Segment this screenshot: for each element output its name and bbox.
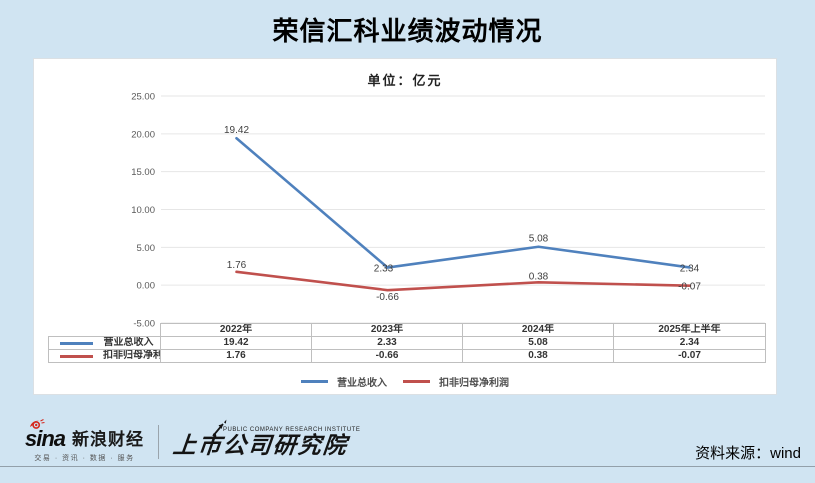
table-value-cell: -0.66 (311, 349, 463, 363)
table-value-cell: 2.34 (613, 336, 766, 350)
data-label: 2.33 (374, 264, 394, 275)
line-chart: 25.0020.0015.0010.005.000.00-5.0019.422.… (131, 92, 765, 329)
legend-label: 营业总收入 (337, 377, 387, 389)
legend-item: 扣非归母净利润 (403, 374, 509, 389)
table-header-cell: 2024年 (462, 323, 614, 337)
chart-data-table: 2022年 2023年 2024年 2025年上半年营业总收入 19.42 2.33 5.0… (48, 323, 766, 363)
y-axis-tick-label: 15.00 (131, 167, 155, 178)
legend-key-swatch (60, 341, 93, 345)
legend-key-label: 营业总收入 (103, 337, 154, 349)
page-title: 荣信汇科业绩波动情况 (272, 16, 543, 46)
table-value-cell: 0.38 (462, 349, 614, 363)
legend-item: 营业总收入 (301, 374, 387, 389)
chart-legend: 营业总收入 扣非归母净利润 (34, 374, 776, 389)
sina-logo: sina 新浪财经 交易 · 资讯 · 数据 · 服务 (25, 419, 145, 463)
series-line-revenue (235, 136, 691, 269)
table-corner-cell (48, 323, 161, 337)
table-header-cell: 2022年 (160, 323, 312, 337)
source-note: 资料来源：wind (695, 445, 801, 462)
table-value-cell: 19.42 (160, 336, 312, 350)
y-axis-tick-label: 0.00 (137, 281, 156, 292)
y-axis-tick-label: 20.00 (131, 129, 155, 140)
sina-brand-text: 新浪财经 (72, 430, 145, 449)
institute-name: 上市公司研究院 (171, 432, 350, 459)
table-value-cell: -0.07 (613, 349, 766, 363)
data-label: 1.76 (227, 260, 247, 271)
data-label: 5.08 (529, 234, 549, 245)
logo-divider (158, 425, 160, 459)
legend-swatch (403, 379, 430, 383)
data-label: -0.66 (376, 292, 399, 303)
footer: sina 新浪财经 交易 · 资讯 · 数据 · 服务 PUBLIC COMPA… (25, 419, 361, 464)
table-header-cell: 2023年 (311, 323, 463, 337)
series-line-net-profit (235, 270, 691, 292)
institute-caption: PUBLIC COMPANY RESEARCH INSTITUTE (223, 427, 361, 434)
data-label: 0.38 (529, 271, 549, 282)
table-value-cell: 5.08 (462, 336, 614, 350)
chart-unit-label: 单位：亿元 (367, 73, 443, 88)
data-label: 2.34 (680, 263, 700, 274)
sina-eye-icon (30, 419, 45, 429)
y-axis-tick-label: 25.00 (131, 92, 155, 103)
legend-key-cell: 扣非归母净利润 (48, 349, 161, 363)
sina-tagline: 交易 · 资讯 · 数据 · 服务 (34, 455, 135, 462)
table-value-cell: 1.76 (160, 349, 312, 363)
legend-key-label: 扣非归母净利润 (103, 350, 160, 362)
y-axis-tick-label: 5.00 (137, 243, 156, 254)
legend-key-swatch (60, 354, 93, 358)
table-value-cell: 2.33 (311, 336, 463, 350)
chart-panel: 单位：亿元 25.00 20.00 15.00 10.00 5.00 0.00 -5.00 1… (33, 58, 777, 395)
y-axis-tick-label: 10.00 (131, 205, 155, 216)
sina-wordmark: sina (25, 419, 66, 450)
legend-swatch (301, 379, 328, 383)
footer-rule (0, 466, 815, 467)
data-label: 19.42 (224, 125, 249, 136)
legend-key-cell: 营业总收入 (48, 336, 161, 350)
arrow-icon (212, 419, 227, 437)
table-header-cell: 2025年上半年 (613, 323, 766, 337)
data-label: -0.07 (678, 282, 701, 293)
institute-logo: PUBLIC COMPANY RESEARCH INSTITUTE 上市公司研究… (171, 419, 361, 459)
legend-label: 扣非归母净利润 (439, 377, 509, 389)
